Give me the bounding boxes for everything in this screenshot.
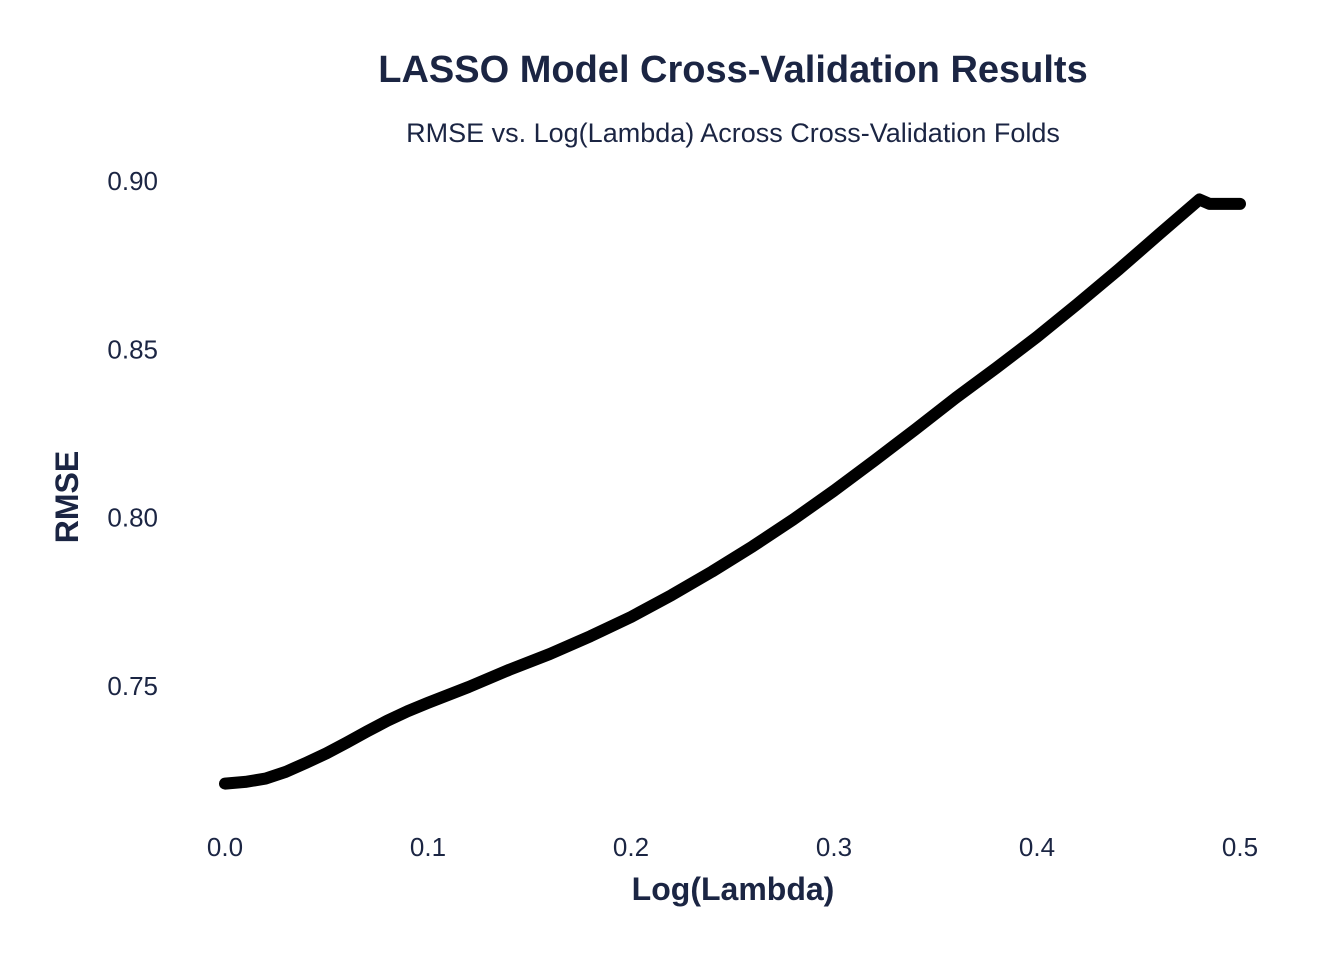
- y-tick-label: 0.80: [107, 503, 158, 533]
- y-tick-label: 0.85: [107, 334, 158, 364]
- x-tick-label: 0.2: [613, 832, 649, 862]
- y-tick-label: 0.90: [107, 166, 158, 196]
- x-axis-title: Log(Lambda): [632, 871, 835, 907]
- chart-title: LASSO Model Cross-Validation Results: [378, 49, 1087, 91]
- x-tick-label: 0.3: [816, 832, 852, 862]
- x-tick-label: 0.1: [410, 832, 446, 862]
- y-axis-title: RMSE: [49, 451, 85, 543]
- y-axis: 0.75 0.80 0.85 0.90: [107, 166, 158, 701]
- x-tick-label: 0.5: [1222, 832, 1258, 862]
- y-tick-label: 0.75: [107, 671, 158, 701]
- plot-area: [219, 193, 1246, 790]
- x-tick-label: 0.4: [1019, 832, 1055, 862]
- x-tick-label: 0.0: [207, 832, 243, 862]
- chart-subtitle: RMSE vs. Log(Lambda) Across Cross-Valida…: [406, 118, 1060, 148]
- rmse-series-line: [219, 193, 1246, 790]
- x-axis: 0.0 0.1 0.2 0.3 0.4 0.5: [207, 832, 1258, 862]
